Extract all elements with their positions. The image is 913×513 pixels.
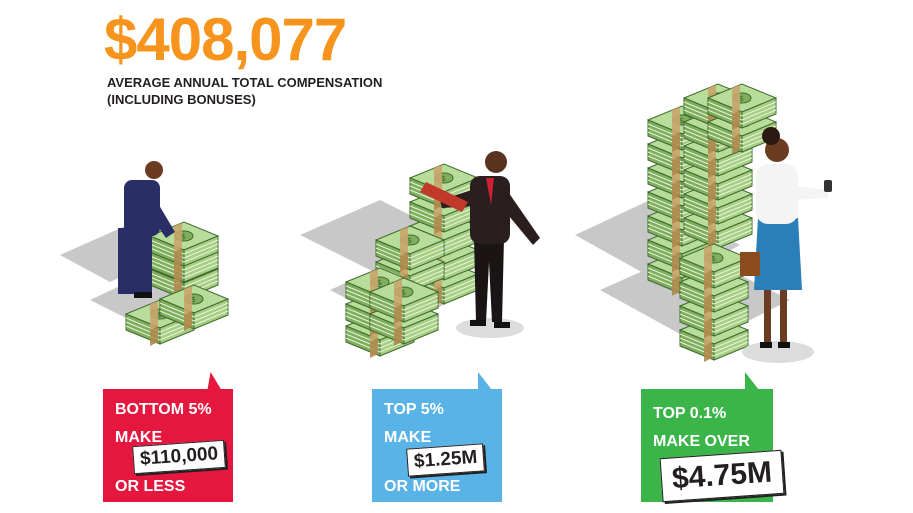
headline-amount: $408,077 xyxy=(104,6,347,73)
tier-label-line2: MAKE xyxy=(384,429,432,446)
tier-label-line2: MAKE xyxy=(115,429,163,446)
tier-label-line1: TOP 0.1% xyxy=(653,405,727,422)
caption-line-2: (INCLUDING BONUSES) xyxy=(107,92,256,107)
tier-label-line2: MAKE OVER xyxy=(653,433,750,450)
callout-tail xyxy=(478,372,492,390)
top-5-amount: $1.25M xyxy=(406,443,486,477)
callout-tail xyxy=(745,372,759,390)
headline-caption: AVERAGE ANNUAL TOTAL COMPENSATION (INCLU… xyxy=(107,74,447,108)
tier-label-line3: OR MORE xyxy=(384,478,461,495)
man-bending-figure xyxy=(118,161,175,298)
man-with-tablet-figure xyxy=(420,151,540,338)
tier-label-line3: OR LESS xyxy=(115,478,186,495)
money-stack-medium xyxy=(300,163,479,359)
top-0-1-amount: $4.75M xyxy=(659,449,785,503)
money-stack-large xyxy=(575,83,790,363)
tier-label-line1: BOTTOM 5% xyxy=(115,401,212,418)
woman-with-phone-figure xyxy=(740,127,832,363)
tier-label-line1: TOP 5% xyxy=(384,401,444,418)
caption-line-1: AVERAGE ANNUAL TOTAL COMPENSATION xyxy=(107,75,383,90)
